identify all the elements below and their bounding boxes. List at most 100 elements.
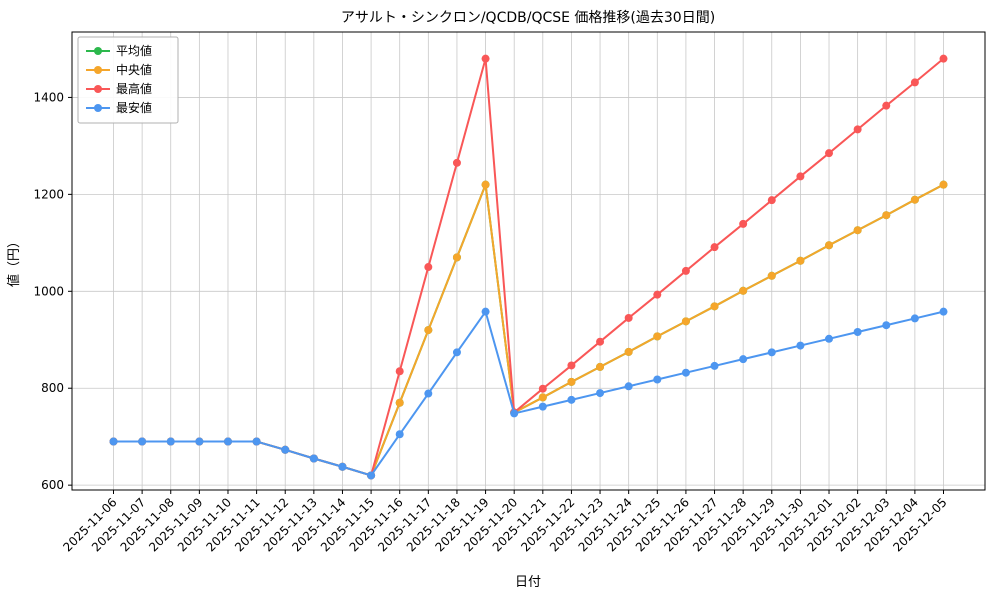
data-point-min	[825, 334, 834, 343]
data-point-max	[882, 101, 891, 110]
data-point-min	[853, 328, 862, 337]
x-axis-label: 日付	[515, 575, 541, 590]
series-median	[109, 180, 948, 480]
data-point-median	[567, 377, 576, 386]
data-point-min	[395, 430, 404, 439]
data-point-min	[424, 389, 433, 398]
data-point-median	[710, 302, 719, 311]
data-point-min	[567, 395, 576, 404]
data-point-min	[309, 454, 318, 463]
data-point-min	[796, 341, 805, 350]
data-point-median	[424, 326, 433, 335]
series-line-median	[113, 183, 944, 477]
data-point-min	[367, 471, 376, 480]
data-point-min	[166, 437, 175, 446]
data-point-min	[195, 437, 204, 446]
y-tick-label: 600	[41, 478, 64, 492]
y-tick-label: 1400	[33, 90, 64, 104]
data-point-max	[681, 266, 690, 275]
data-point-min	[138, 437, 147, 446]
y-tick-label: 1000	[33, 284, 64, 298]
data-point-min	[596, 389, 605, 398]
data-point-min	[910, 314, 919, 323]
y-tick-label: 800	[41, 381, 64, 395]
series-line-min	[113, 310, 944, 477]
series-average	[109, 180, 948, 480]
plot-frame	[71, 31, 986, 491]
series-line-max	[113, 57, 945, 477]
data-point-max	[567, 361, 576, 370]
legend-marker-median	[94, 66, 102, 74]
data-point-min	[481, 307, 490, 316]
data-point-min	[223, 437, 232, 446]
data-point-median	[538, 393, 547, 402]
data-point-median	[767, 271, 776, 280]
data-point-max	[481, 54, 490, 63]
data-point-min	[624, 382, 633, 391]
legend-marker-average	[94, 47, 102, 55]
data-point-min	[653, 375, 662, 384]
data-point-min	[882, 321, 891, 330]
data-point-max	[910, 78, 919, 87]
legend-label-min: 最安値	[116, 100, 152, 115]
axis-ticks	[68, 96, 944, 494]
data-point-median	[882, 211, 891, 220]
data-point-max	[739, 219, 748, 228]
data-point-min	[681, 368, 690, 377]
data-point-median	[452, 253, 461, 262]
data-point-max	[825, 149, 834, 158]
y-tick-label: 1200	[33, 187, 64, 201]
data-point-median	[739, 286, 748, 295]
data-point-max	[424, 263, 433, 272]
data-point-median	[825, 241, 834, 250]
data-point-min	[710, 361, 719, 370]
data-point-min	[109, 437, 118, 446]
data-point-max	[452, 158, 461, 167]
data-point-max	[710, 243, 719, 252]
data-point-min	[281, 445, 290, 454]
plot-area: 2025-11-062025-11-072025-11-082025-11-09…	[33, 31, 986, 554]
x-tick-labels: 2025-11-062025-11-072025-11-082025-11-09…	[60, 495, 949, 554]
legend-marker-max	[94, 85, 102, 93]
data-point-median	[395, 398, 404, 407]
legend-label-average: 平均値	[116, 43, 152, 58]
data-point-median	[681, 317, 690, 326]
data-point-max	[596, 337, 605, 346]
grid-lines	[72, 32, 985, 490]
y-tick-labels: 600 800 1000 1200 1400	[33, 90, 64, 492]
data-point-min	[739, 355, 748, 364]
data-point-min	[338, 462, 347, 471]
data-point-median	[939, 180, 948, 189]
data-point-median	[653, 332, 662, 341]
data-point-max	[939, 54, 948, 63]
data-point-max	[538, 384, 547, 393]
data-point-min	[510, 409, 519, 418]
data-point-max	[624, 313, 633, 322]
data-point-max	[767, 196, 776, 205]
series-min	[109, 307, 948, 480]
data-point-median	[796, 256, 805, 265]
data-point-max	[653, 290, 662, 299]
data-point-min	[452, 348, 461, 357]
y-axis-label: 値（円）	[6, 235, 22, 287]
legend-label-median: 中央値	[116, 62, 152, 77]
series-max	[109, 54, 948, 480]
data-point-max	[853, 125, 862, 134]
legend-box	[77, 36, 179, 124]
series-line-average	[113, 183, 944, 477]
chart-title: アサルト・シンクロン/QCDB/QCSE 価格推移(過去30日間)	[341, 10, 715, 26]
data-point-min	[252, 437, 261, 446]
data-point-median	[910, 195, 919, 204]
data-point-min	[939, 307, 948, 316]
data-point-min	[538, 402, 547, 411]
data-point-min	[767, 348, 776, 357]
data-point-median	[596, 362, 605, 371]
data-point-median	[853, 226, 862, 235]
data-point-median	[481, 180, 490, 189]
legend-marker-min	[94, 104, 102, 112]
legend-label-max: 最高値	[116, 81, 152, 96]
data-point-median	[624, 347, 633, 356]
data-point-max	[395, 367, 404, 376]
